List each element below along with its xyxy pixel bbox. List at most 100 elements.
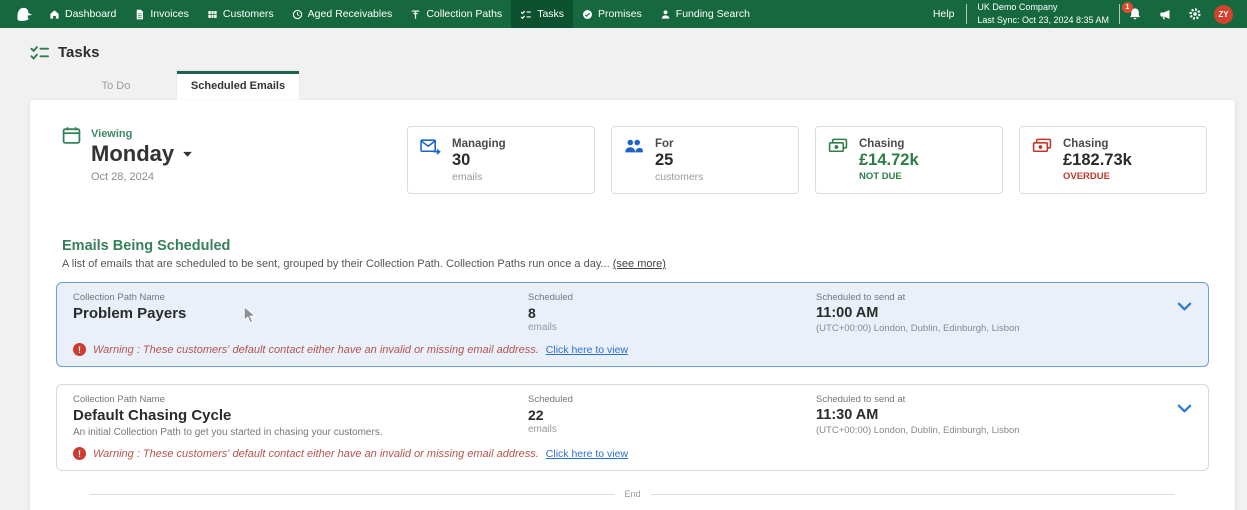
expand-row-button[interactable] bbox=[1166, 394, 1192, 438]
customers-card-icon bbox=[208, 10, 217, 18]
collection-path-row-default-chasing-cycle[interactable]: Collection Path Name Default Chasing Cyc… bbox=[56, 384, 1209, 471]
nav-item-aged-receivables[interactable]: Aged Receivables bbox=[283, 0, 402, 28]
page-title: Tasks bbox=[58, 44, 100, 61]
warning-text: Warning : These customers' default conta… bbox=[93, 343, 539, 356]
path-name-column: Collection Path Name Default Chasing Cyc… bbox=[73, 394, 528, 438]
nav-item-funding-search[interactable]: Funding Search bbox=[651, 0, 759, 28]
people-icon bbox=[625, 139, 643, 153]
main-panel: Viewing Monday Oct 28, 2024 Managing 30 bbox=[30, 100, 1235, 510]
click-here-to-view-link[interactable]: Click here to view bbox=[545, 343, 629, 356]
tab-bar: To Do Scheduled Emails bbox=[55, 71, 1247, 100]
click-here-to-view-link[interactable]: Click here to view bbox=[545, 447, 629, 460]
stat-sub: OVERDUE bbox=[1063, 171, 1110, 182]
nav-label: Funding Search bbox=[675, 8, 750, 20]
notifications-button[interactable]: 1 bbox=[1120, 2, 1150, 21]
section-subtitle: A list of emails that are scheduled to b… bbox=[62, 258, 1203, 270]
nav-divider bbox=[966, 4, 968, 24]
collection-path-rows: Collection Path Name Problem Payers Sche… bbox=[30, 282, 1235, 471]
warning-line: ! Warning : These customers' default con… bbox=[73, 343, 1192, 356]
viewing-block: Viewing Monday Oct 28, 2024 bbox=[62, 126, 362, 194]
navbar-right: Help UK Demo Company Last Sync: Oct 23, … bbox=[921, 1, 1241, 26]
tab-to-do[interactable]: To Do bbox=[101, 80, 131, 92]
nav-label: Invoices bbox=[150, 8, 189, 20]
stat-value: 30 bbox=[452, 151, 471, 169]
send-timezone: (UTC+00:00) London, Dublin, Edinburgh, L… bbox=[816, 425, 1020, 436]
tab-scheduled-emails[interactable]: Scheduled Emails bbox=[177, 71, 299, 100]
nav-item-invoices[interactable]: Invoices bbox=[125, 0, 198, 28]
send-timezone: (UTC+00:00) London, Dublin, Edinburgh, L… bbox=[816, 323, 1020, 334]
page-header: Tasks bbox=[30, 44, 1247, 61]
warning-icon: ! bbox=[73, 447, 86, 460]
section-subtitle-text: A list of emails that are scheduled to b… bbox=[62, 258, 610, 270]
path-name-label: Collection Path Name bbox=[73, 394, 165, 405]
user-avatar[interactable]: ZY bbox=[1214, 4, 1233, 24]
see-more-link[interactable]: (see more) bbox=[612, 258, 666, 270]
collection-paths-icon bbox=[412, 9, 420, 19]
send-at-column: Scheduled to send at 11:30 AM (UTC+00:00… bbox=[816, 394, 1166, 438]
nav-item-promises[interactable]: Promises bbox=[573, 0, 651, 28]
scheduled-sub: emails bbox=[528, 322, 557, 333]
path-name-column: Collection Path Name Problem Payers bbox=[73, 292, 528, 334]
stat-card-chasing-not-due: Chasing £14.72k NOT DUE bbox=[815, 126, 1003, 194]
notification-badge: 1 bbox=[1122, 2, 1133, 13]
scheduled-sub: emails bbox=[528, 424, 557, 435]
dashboard-home-icon bbox=[50, 9, 59, 19]
bell-icon bbox=[1130, 8, 1140, 20]
day-value: Monday bbox=[91, 141, 175, 166]
stat-card-for: For 25 customers bbox=[611, 126, 799, 194]
top-navbar: Dashboard Invoices Customers Aged Receiv… bbox=[0, 0, 1247, 28]
divider-line bbox=[650, 493, 1176, 495]
chevron-down-icon bbox=[1177, 302, 1192, 311]
settings-button[interactable] bbox=[1180, 7, 1210, 21]
nav-item-tasks[interactable]: Tasks bbox=[511, 0, 574, 28]
section-title: Emails Being Scheduled bbox=[62, 238, 231, 254]
nav-item-customers[interactable]: Customers bbox=[198, 0, 283, 28]
scheduled-count: 22 bbox=[528, 407, 544, 423]
viewing-date: Oct 28, 2024 bbox=[91, 171, 154, 183]
day-dropdown[interactable]: Monday bbox=[91, 141, 193, 167]
promises-badge-icon bbox=[583, 9, 592, 19]
expand-row-button[interactable] bbox=[1166, 292, 1192, 334]
stat-cards: Managing 30 emails For 25 customers bbox=[407, 126, 1207, 194]
dropdown-caret-icon bbox=[183, 151, 192, 157]
stat-value: 25 bbox=[655, 151, 674, 169]
company-info: UK Demo Company Last Sync: Oct 23, 2024 … bbox=[967, 1, 1119, 26]
app-logo[interactable] bbox=[6, 5, 40, 24]
last-sync-text: Last Sync: Oct 23, 2024 8:35 AM bbox=[977, 15, 1109, 25]
nav-label: Dashboard bbox=[65, 8, 117, 20]
send-at-label: Scheduled to send at bbox=[816, 394, 906, 405]
nav-item-collection-paths[interactable]: Collection Paths bbox=[401, 0, 511, 28]
row-main: Collection Path Name Default Chasing Cyc… bbox=[73, 394, 1192, 438]
email-send-icon bbox=[420, 139, 441, 155]
scheduled-column: Scheduled 8 emails bbox=[528, 292, 816, 334]
gear-icon bbox=[1189, 8, 1201, 20]
send-at-column: Scheduled to send at 11:00 AM (UTC+00:00… bbox=[816, 292, 1166, 334]
nav-item-dashboard[interactable]: Dashboard bbox=[40, 0, 125, 28]
warning-text: Warning : These customers' default conta… bbox=[93, 447, 539, 460]
end-label: End bbox=[624, 489, 641, 499]
path-name: Problem Payers bbox=[73, 305, 187, 322]
company-name: UK Demo Company bbox=[977, 2, 1058, 13]
divider-line bbox=[90, 493, 615, 495]
calendar-icon bbox=[62, 127, 81, 144]
stat-sub: emails bbox=[452, 171, 483, 183]
help-link[interactable]: Help bbox=[932, 8, 955, 20]
summary-bar: Viewing Monday Oct 28, 2024 Managing 30 bbox=[30, 100, 1235, 194]
tasks-checklist-icon bbox=[30, 46, 49, 60]
stat-label: Chasing bbox=[859, 138, 905, 150]
stat-label: Managing bbox=[452, 138, 506, 150]
chevron-down-icon bbox=[1177, 404, 1192, 413]
nav-divider bbox=[1119, 4, 1120, 24]
nav-label: Tasks bbox=[537, 8, 565, 20]
send-time: 11:30 AM bbox=[816, 407, 879, 423]
stat-card-chasing-overdue: Chasing £182.73k OVERDUE bbox=[1019, 126, 1207, 194]
scheduled-column: Scheduled 22 emails bbox=[528, 394, 816, 438]
stat-card-managing: Managing 30 emails bbox=[407, 126, 595, 194]
announcements-button[interactable] bbox=[1150, 8, 1180, 21]
collection-path-row-problem-payers[interactable]: Collection Path Name Problem Payers Sche… bbox=[56, 282, 1209, 367]
scheduled-label: Scheduled bbox=[528, 394, 573, 405]
invoices-document-icon bbox=[137, 9, 144, 19]
stat-label: Chasing bbox=[1063, 138, 1109, 150]
funding-search-person-icon bbox=[661, 9, 670, 19]
stat-sub: customers bbox=[655, 171, 704, 183]
